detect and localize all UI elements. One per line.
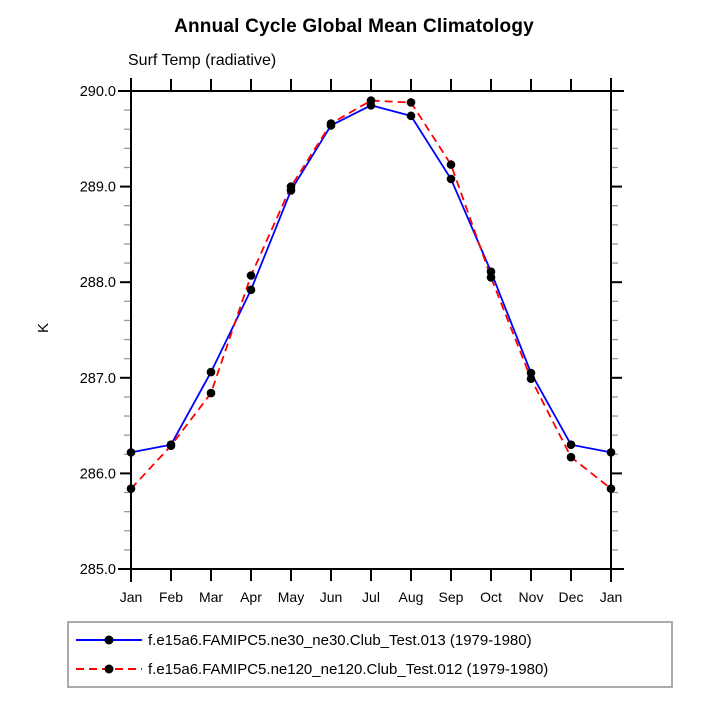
data-point-s1-Aug xyxy=(406,98,416,107)
x-tick-label: Apr xyxy=(240,589,262,605)
data-point-s0-Apr xyxy=(246,285,256,295)
data-point-s1-Jan xyxy=(126,484,136,493)
x-tick-label: Oct xyxy=(480,589,502,605)
x-tick-label: Jun xyxy=(320,589,343,605)
y-tick-label: 290.0 xyxy=(80,84,116,100)
data-point-s0-Jan xyxy=(606,448,616,457)
legend-entry-ne30: f.e15a6.FAMIPC5.ne30_ne30.Club_Test.013 … xyxy=(73,627,671,653)
legend-entry-ne120: f.e15a6.FAMIPC5.ne120_ne120.Club_Test.01… xyxy=(73,656,671,682)
y-tick-label: 285.0 xyxy=(80,562,116,578)
legend: f.e15a6.FAMIPC5.ne30_ne30.Club_Test.013 … xyxy=(67,621,673,688)
legend-sample-marker-icon xyxy=(104,664,114,674)
x-tick-label: Aug xyxy=(399,589,424,605)
data-point-s1-Sep xyxy=(446,160,456,169)
y-tick-label: 289.0 xyxy=(80,180,116,196)
x-tick-label: Mar xyxy=(199,589,223,605)
chart-title: Annual Cycle Global Mean Climatology xyxy=(174,16,534,37)
legend-label: f.e15a6.FAMIPC5.ne120_ne120.Club_Test.01… xyxy=(148,660,549,678)
y-tick-label: 288.0 xyxy=(80,275,116,291)
x-tick-label: Nov xyxy=(519,589,544,605)
legend-label: f.e15a6.FAMIPC5.ne30_ne30.Club_Test.013 … xyxy=(148,631,532,649)
data-point-s1-Oct xyxy=(486,273,496,282)
series-line-1 xyxy=(130,99,612,490)
series-line-0 xyxy=(130,104,612,454)
data-point-s1-Nov xyxy=(526,374,536,384)
x-tick-label: Feb xyxy=(159,589,183,605)
data-point-s1-Dec xyxy=(566,452,576,462)
x-tick-label: May xyxy=(278,589,304,605)
data-point-s0-Jan xyxy=(126,448,136,457)
data-point-s0-Mar xyxy=(206,367,216,377)
legend-sample-marker-icon xyxy=(104,635,114,645)
data-point-s0-Aug xyxy=(406,111,416,121)
y-tick-label: 287.0 xyxy=(80,371,116,387)
x-tick-label: Jul xyxy=(362,589,380,605)
chart-subtitle: Surf Temp (radiative) xyxy=(128,52,277,69)
data-point-s1-Jun xyxy=(326,119,336,128)
data-point-s1-Apr xyxy=(246,271,256,280)
x-tick-label: Jan xyxy=(600,589,623,605)
x-tick-label: Sep xyxy=(439,589,464,605)
data-point-s1-Feb xyxy=(166,441,176,450)
data-point-s1-May xyxy=(286,182,296,191)
data-point-s1-Jul xyxy=(366,96,376,105)
data-point-s1-Mar xyxy=(206,388,216,398)
y-tick-label: 286.0 xyxy=(80,466,116,482)
legend-line-sample-dashed-red xyxy=(76,664,142,674)
legend-line-sample-solid-blue xyxy=(76,635,142,645)
data-point-s0-Dec xyxy=(566,440,576,450)
x-tick-label: Jan xyxy=(120,589,143,605)
x-tick-label: Dec xyxy=(559,589,584,605)
data-point-s1-Jan xyxy=(606,484,616,493)
data-point-s0-Sep xyxy=(446,174,456,184)
